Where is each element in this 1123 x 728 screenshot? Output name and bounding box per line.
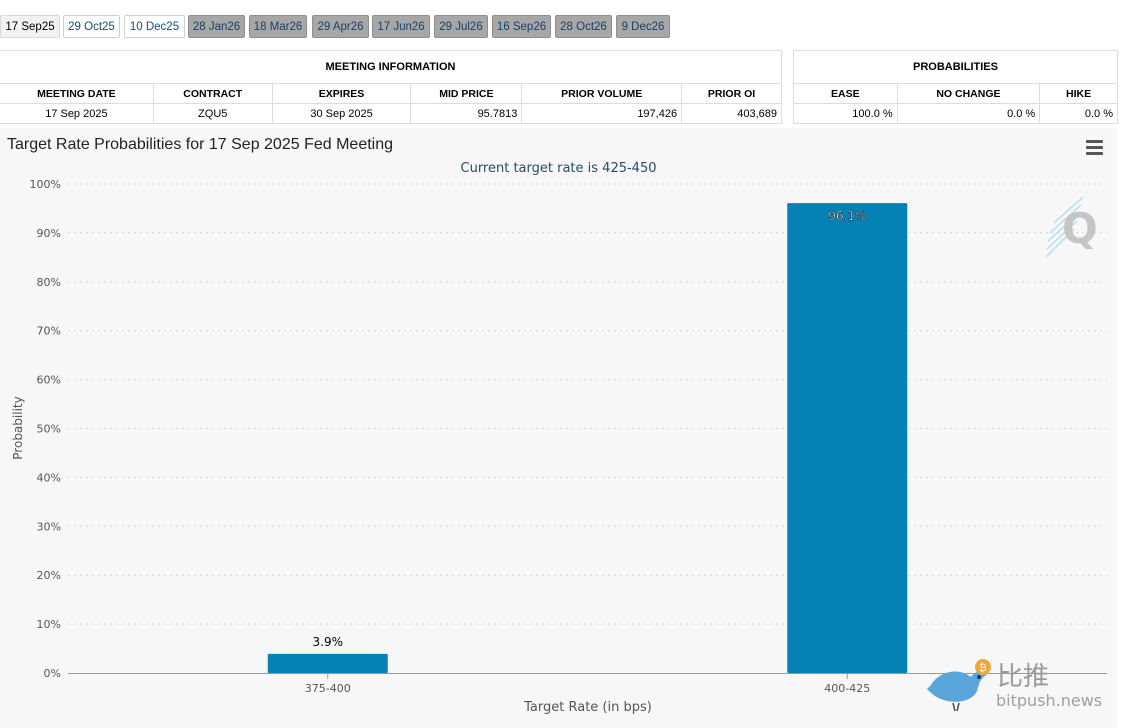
tab-29-apr26[interactable]: 29 Apr26 <box>312 15 369 38</box>
col-header-no-change: NO CHANGE <box>896 83 1041 104</box>
y-axis-label: Probability <box>11 396 25 459</box>
col-header-contract: CONTRACT <box>152 83 273 104</box>
tab-29-oct25[interactable]: 29 Oct25 <box>63 15 120 38</box>
y-tick-label: 90% <box>37 227 61 240</box>
svg-text:Q: Q <box>1062 204 1098 253</box>
tab-10-dec25[interactable]: 10 Dec25 <box>124 15 185 38</box>
mid-price-value: 95.7813 <box>410 103 523 124</box>
bitpush-bird-logo: ₿ <box>927 659 991 712</box>
col-header-mid-price: MID PRICE <box>410 83 523 104</box>
table-row: 100.0 % 0.0 % 0.0 % <box>793 103 1118 124</box>
contract-value: ZQU5 <box>152 103 273 124</box>
col-header-prior-oi: PRIOR OI <box>681 83 782 104</box>
data-label: 96.1% <box>828 209 866 223</box>
y-tick-label: 20% <box>37 569 61 582</box>
prior-oi-value: 403,689 <box>681 103 782 124</box>
tab-28-oct26[interactable]: 28 Oct26 <box>555 15 612 38</box>
chart-title: Target Rate Probabilities for 17 Sep 202… <box>7 136 394 153</box>
no-change-value: 0.0 % <box>896 103 1041 124</box>
probabilities-table: PROBABILITIES EASE NO CHANGE HIKE 100.0 … <box>793 50 1118 124</box>
y-tick-label: 30% <box>37 520 61 533</box>
meeting-information-table: MEETING INFORMATION MEETING DATE CONTRAC… <box>0 50 782 124</box>
col-header-hike: HIKE <box>1039 83 1118 104</box>
data-label: 3.9% <box>313 635 344 649</box>
tab-17-jun26[interactable]: 17 Jun26 <box>372 15 430 38</box>
chart-plot-area: 0% 10% 20% 30% 40% 50% 60% 70% 80% 90% 100% 3.9% 96… <box>11 178 1107 715</box>
hamburger-menu-icon[interactable] <box>1086 140 1103 155</box>
x-tick-label: 400-425 <box>824 682 870 695</box>
tab-28-jan26[interactable]: 28 Jan26 <box>188 15 245 38</box>
y-tick-label: 0% <box>44 667 61 680</box>
tab-17-sep25[interactable]: 17 Sep25 <box>0 15 60 38</box>
tab-16-sep26[interactable]: 16 Sep26 <box>492 15 551 38</box>
q-watermark-logo: Q <box>1046 196 1098 258</box>
y-tick-label: 40% <box>37 471 61 484</box>
probabilities-title: PROBABILITIES <box>793 50 1118 84</box>
chart-subtitle: Current target rate is 425-450 <box>460 161 657 176</box>
ease-value: 100.0 % <box>793 103 898 124</box>
table-row: 17 Sep 2025 ZQU5 30 Sep 2025 95.7813 197… <box>0 103 782 124</box>
meeting-information-title: MEETING INFORMATION <box>0 50 782 84</box>
y-tick-label: 80% <box>37 276 61 289</box>
col-header-ease: EASE <box>793 83 898 104</box>
col-header-meeting-date: MEETING DATE <box>0 83 154 104</box>
bar-375-400[interactable] <box>267 653 388 673</box>
y-tick-label: 70% <box>37 325 61 338</box>
y-tick-label: 60% <box>37 374 61 387</box>
col-header-prior-volume: PRIOR VOLUME <box>521 83 683 104</box>
svg-text:₿: ₿ <box>979 662 986 674</box>
y-tick-label: 50% <box>37 423 61 436</box>
meeting-date-value: 17 Sep 2025 <box>0 103 154 124</box>
target-rate-chart: Target Rate Probabilities for 17 Sep 202… <box>0 128 1117 728</box>
y-tick-label: 10% <box>37 618 61 631</box>
expires-value: 30 Sep 2025 <box>271 103 412 124</box>
col-header-expires: EXPIRES <box>271 83 412 104</box>
tab-18-mar26[interactable]: 18 Mar26 <box>249 15 307 38</box>
hike-value: 0.0 % <box>1039 103 1118 124</box>
y-tick-label: 100% <box>30 178 61 191</box>
tab-9-dec26[interactable]: 9 Dec26 <box>616 15 670 38</box>
x-axis-label: Target Rate (in bps) <box>523 700 652 715</box>
x-tick-label: 375-400 <box>305 682 351 695</box>
bar-400-425[interactable] <box>787 203 908 674</box>
brand-url-text: bitpush.news <box>996 691 1103 710</box>
prior-volume-value: 197,426 <box>521 103 683 124</box>
brand-cn-text: 比推 <box>997 662 1050 692</box>
tab-29-jul26[interactable]: 29 Jul26 <box>434 15 488 38</box>
